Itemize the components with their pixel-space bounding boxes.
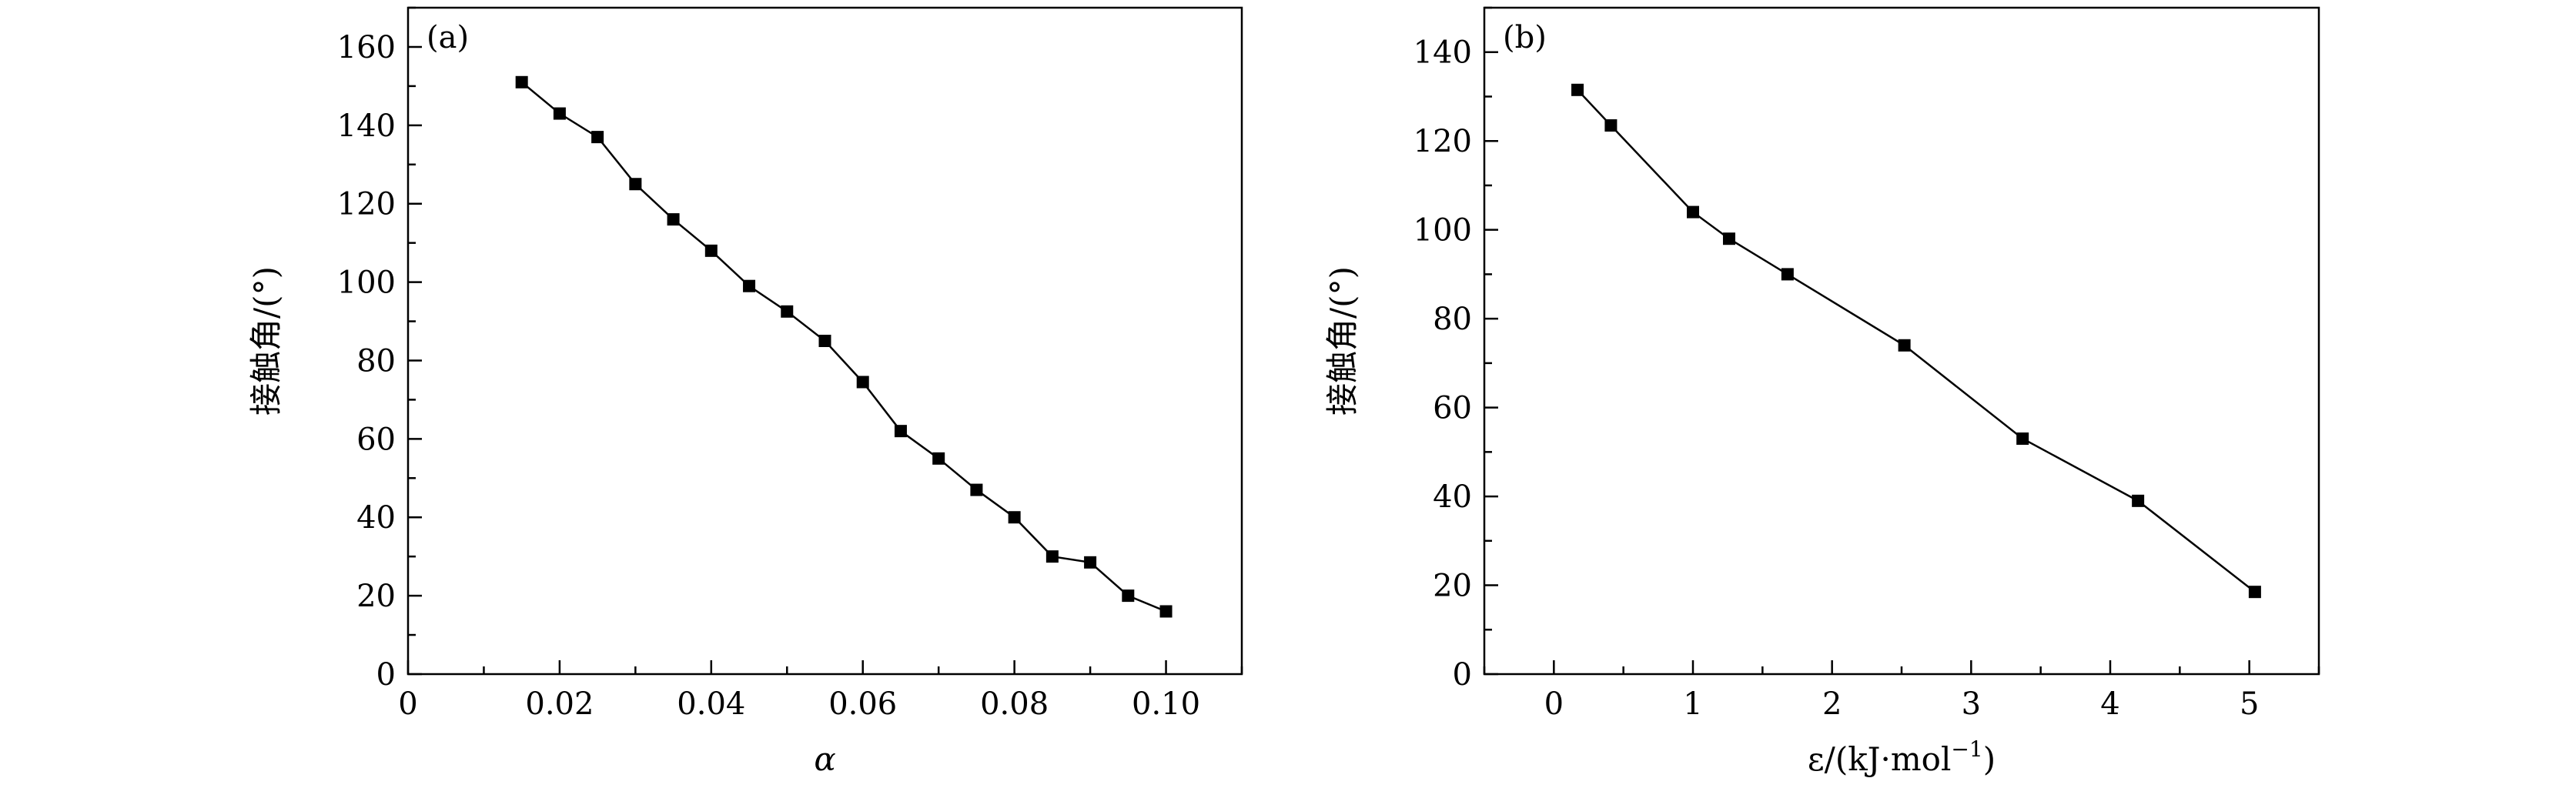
y-tick-label: 40 <box>1433 479 1472 515</box>
data-point <box>1084 556 1097 569</box>
y-tick-label: 0 <box>1453 657 1472 693</box>
data-point <box>1781 268 1794 281</box>
x-tick-label: 0.08 <box>980 686 1049 722</box>
x-tick-label: 3 <box>1962 686 1981 722</box>
data-point <box>1008 511 1021 524</box>
y-tick-label: 60 <box>1433 391 1472 426</box>
y-tick-label: 100 <box>1413 213 1472 249</box>
y-tick-label: 20 <box>1433 569 1472 604</box>
y-tick-label: 140 <box>337 109 396 144</box>
y-axis-title: 接触角/(°) <box>247 266 285 416</box>
data-point <box>781 305 794 318</box>
x-tick-label: 0 <box>1544 686 1564 722</box>
x-tick-label: 0.06 <box>828 686 897 722</box>
data-point <box>704 244 718 257</box>
panel-label: (a) <box>427 20 469 55</box>
y-tick-label: 100 <box>337 265 396 301</box>
y-tick-label: 20 <box>356 579 396 614</box>
x-tick-label: 2 <box>1822 686 1842 722</box>
data-point <box>894 425 907 438</box>
x-tick-label: 0.04 <box>677 686 745 722</box>
chart-panel-a: 0 0.02 0.04 0.06 0.08 0.10 0 20 40 60 80 100 120 140 1… <box>247 6 1243 778</box>
x-axis-title-sup: −1 <box>1951 736 1982 762</box>
y-tick-label: 40 <box>356 500 396 536</box>
x-axis-title-main: ε/(kJ·mol <box>1808 740 1951 778</box>
series-line <box>520 81 1167 613</box>
data-point <box>932 452 945 465</box>
plot-frame <box>406 6 1243 676</box>
y-axis-title: 接触角/(°) <box>1323 266 1361 416</box>
data-point <box>818 335 831 347</box>
x-tick-label: 4 <box>2100 686 2119 722</box>
data-point <box>856 376 869 389</box>
x-tick-label: 0.10 <box>1132 686 1200 722</box>
data-point <box>2248 586 2261 599</box>
data-point <box>629 178 642 191</box>
data-point <box>515 75 528 88</box>
data-point <box>2132 494 2145 507</box>
x-axis-title-close: ) <box>1983 740 1996 778</box>
y-tick-label: 80 <box>356 343 396 379</box>
x-tick-label: 5 <box>2240 686 2259 722</box>
data-point <box>1571 83 1584 96</box>
data-point <box>970 483 983 496</box>
y-tick-label: 80 <box>1433 302 1472 337</box>
data-point <box>1122 589 1135 603</box>
data-point <box>667 213 680 226</box>
x-tick-label: 0.02 <box>525 686 594 722</box>
y-tick-label: 60 <box>356 422 396 457</box>
x-tick-label: 1 <box>1683 686 1702 722</box>
y-tick-label: 120 <box>337 187 396 222</box>
data-point <box>1159 605 1173 618</box>
y-tick-label: 140 <box>1413 35 1472 71</box>
data-point <box>1722 232 1735 245</box>
y-tick-label: 160 <box>337 30 396 65</box>
data-point <box>1898 339 1911 352</box>
data-point <box>553 107 566 120</box>
data-point <box>2016 432 2029 446</box>
panel-label: (b) <box>1503 20 1547 55</box>
data-point <box>1045 550 1059 563</box>
x-axis-title: α <box>814 740 835 778</box>
chart-panel-b: 0 1 2 3 4 5 0 20 40 60 80 100 120 140 (b) ε/(kJ·mol−1) 接… <box>1323 6 2320 778</box>
data-point <box>1604 119 1618 132</box>
y-tick-label: 0 <box>376 657 396 693</box>
data-point <box>591 131 604 144</box>
x-tick-label: 0 <box>398 686 417 722</box>
series-line <box>1577 88 2256 593</box>
data-point <box>1687 205 1699 219</box>
y-tick-label: 120 <box>1413 124 1472 159</box>
data-point <box>743 279 756 292</box>
x-axis-title: ε/(kJ·mol−1) <box>1808 736 1996 778</box>
